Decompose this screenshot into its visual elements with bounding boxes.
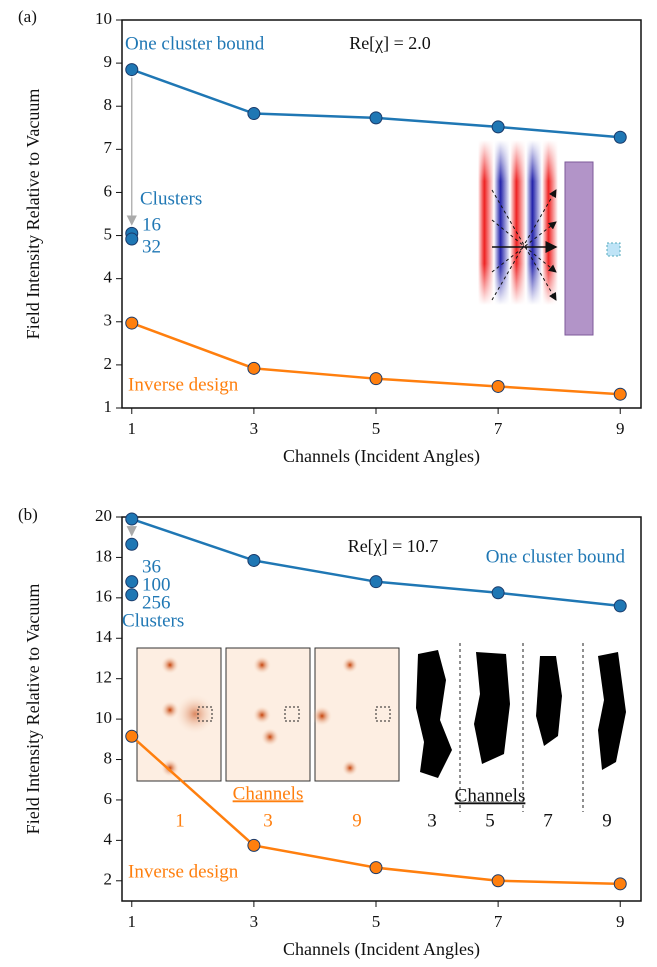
x-tick-label: 1 bbox=[128, 912, 137, 931]
y-tick-label: 6 bbox=[104, 789, 113, 808]
y-tick-label: 10 bbox=[95, 9, 112, 28]
inset-label: 3 bbox=[263, 810, 273, 831]
cluster-label: 100 bbox=[142, 574, 171, 595]
cluster-label: 32 bbox=[142, 236, 161, 257]
x-axis-label: Channels (Incident Angles) bbox=[283, 939, 480, 960]
y-axis-label: Field Intensity Relative to Vacuum bbox=[23, 584, 43, 835]
data-point bbox=[125, 729, 139, 743]
series-label: One cluster bound bbox=[486, 546, 626, 567]
x-tick-label: 3 bbox=[250, 912, 259, 931]
y-tick-label: 8 bbox=[104, 95, 113, 114]
annotation: Re[χ] = 2.0 bbox=[349, 33, 431, 53]
inset-illustration bbox=[478, 140, 621, 336]
clusters-title: Clusters bbox=[140, 188, 202, 209]
y-tick-label: 16 bbox=[95, 587, 112, 606]
annotation: Re[χ] = 10.7 bbox=[348, 536, 439, 556]
cluster-point bbox=[125, 232, 139, 246]
series-label: Inverse design bbox=[128, 861, 239, 882]
panel-label: (a) bbox=[18, 7, 37, 26]
y-tick-label: 2 bbox=[104, 354, 113, 373]
y-tick-label: 4 bbox=[104, 829, 113, 848]
y-tick-label: 8 bbox=[104, 748, 113, 767]
cluster-point bbox=[125, 575, 139, 589]
series-label: One cluster bound bbox=[125, 33, 265, 54]
data-point bbox=[491, 874, 505, 888]
x-tick-label: 5 bbox=[372, 419, 381, 438]
y-tick-label: 9 bbox=[104, 52, 113, 71]
data-point bbox=[125, 316, 139, 330]
x-tick-label: 7 bbox=[494, 419, 503, 438]
y-tick-label: 5 bbox=[104, 224, 113, 243]
x-tick-label: 3 bbox=[250, 419, 259, 438]
data-point bbox=[613, 877, 627, 891]
data-point bbox=[247, 361, 261, 375]
inset-label: 9 bbox=[602, 810, 612, 831]
y-tick-label: 10 bbox=[95, 708, 112, 727]
y-axis-label: Field Intensity Relative to Vacuum bbox=[23, 89, 43, 340]
clusters-title: Clusters bbox=[122, 610, 184, 631]
data-point bbox=[125, 63, 139, 77]
x-axis-label: Channels (Incident Angles) bbox=[283, 446, 480, 467]
y-tick-label: 3 bbox=[104, 311, 113, 330]
data-point bbox=[369, 575, 383, 589]
data-point bbox=[247, 553, 261, 567]
y-tick-label: 20 bbox=[95, 506, 112, 525]
x-tick-label: 1 bbox=[128, 419, 137, 438]
y-tick-label: 14 bbox=[95, 627, 113, 646]
inset-title: Channels bbox=[233, 783, 304, 804]
cluster-point bbox=[125, 537, 139, 551]
data-point bbox=[247, 838, 261, 852]
y-tick-label: 7 bbox=[104, 138, 113, 157]
cluster-label: 16 bbox=[142, 214, 161, 235]
inset-label: 5 bbox=[485, 810, 495, 831]
x-tick-label: 7 bbox=[494, 912, 503, 931]
panel-label: (b) bbox=[18, 505, 38, 524]
y-tick-label: 12 bbox=[95, 668, 112, 687]
inset-title: Channels bbox=[455, 785, 526, 806]
plot-frame bbox=[121, 516, 642, 902]
data-point bbox=[613, 599, 627, 613]
data-point bbox=[613, 387, 627, 401]
x-tick-label: 9 bbox=[616, 912, 625, 931]
y-tick-label: 18 bbox=[95, 546, 112, 565]
series-label: Inverse design bbox=[128, 374, 239, 395]
data-point bbox=[369, 861, 383, 875]
inset-label: 9 bbox=[352, 810, 362, 831]
y-tick-label: 4 bbox=[104, 268, 113, 287]
data-point bbox=[369, 111, 383, 125]
data-point bbox=[369, 372, 383, 386]
y-tick-label: 1 bbox=[104, 397, 113, 416]
inset-label: 3 bbox=[427, 810, 437, 831]
x-tick-label: 9 bbox=[616, 419, 625, 438]
data-point bbox=[247, 107, 261, 121]
cluster-point bbox=[125, 588, 139, 602]
inset-label: 7 bbox=[543, 810, 553, 831]
cluster-label: 36 bbox=[142, 556, 161, 577]
inset-images bbox=[136, 643, 626, 812]
inset-label: 1 bbox=[175, 810, 185, 831]
data-point bbox=[125, 512, 139, 526]
plot-frame bbox=[121, 19, 642, 409]
data-point bbox=[491, 379, 505, 393]
y-tick-label: 6 bbox=[104, 181, 113, 200]
data-point bbox=[613, 130, 627, 144]
y-tick-label: 2 bbox=[104, 870, 113, 889]
series-line bbox=[131, 68, 621, 139]
x-tick-label: 5 bbox=[372, 912, 381, 931]
cluster-label: 256 bbox=[142, 592, 171, 613]
data-point bbox=[491, 120, 505, 134]
data-point bbox=[491, 586, 505, 600]
